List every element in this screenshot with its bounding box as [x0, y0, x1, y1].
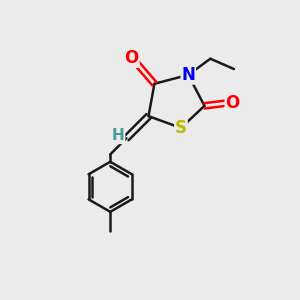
Text: H: H: [112, 128, 124, 143]
Text: S: S: [175, 119, 187, 137]
Text: O: O: [124, 49, 139, 67]
Text: O: O: [225, 94, 240, 112]
Text: N: N: [181, 66, 195, 84]
